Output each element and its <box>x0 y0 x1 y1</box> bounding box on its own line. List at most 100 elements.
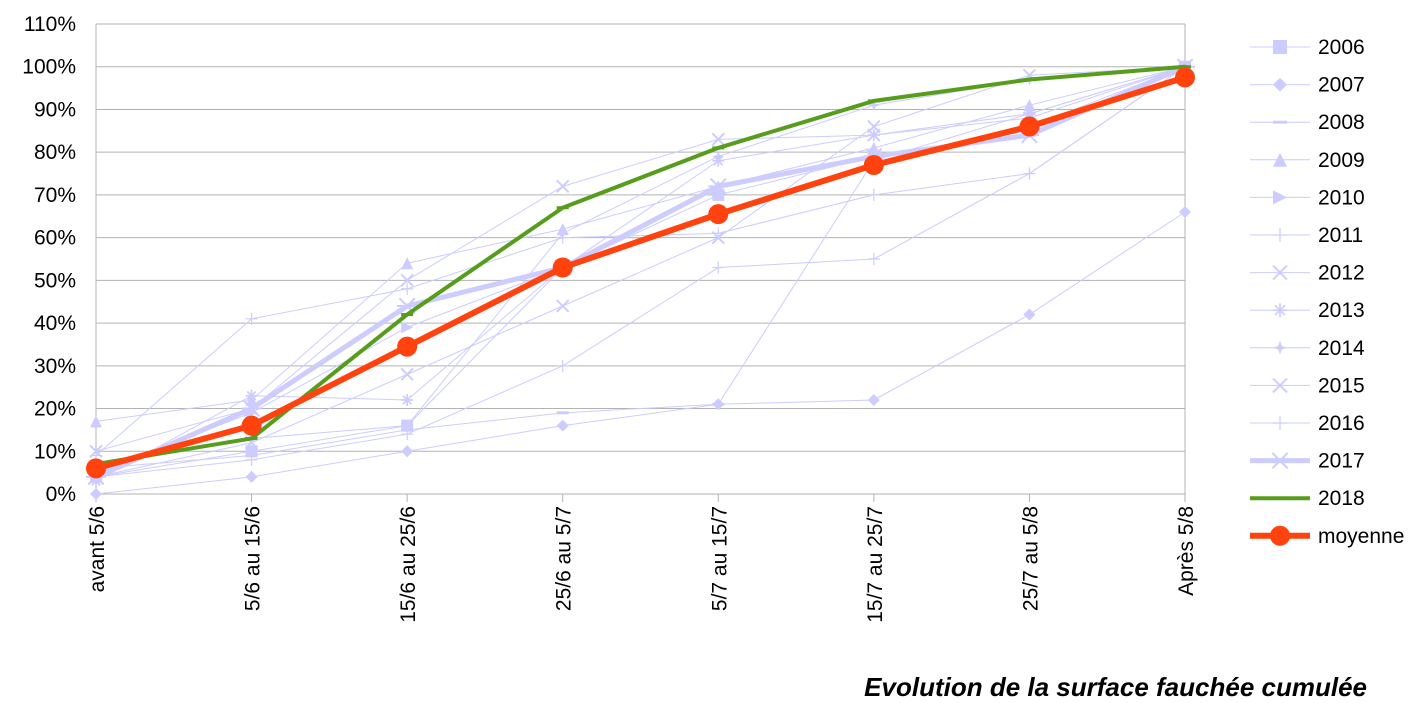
legend-label-2008: 2008 <box>1318 111 1365 134</box>
data-point-2016 <box>245 453 258 466</box>
legend-item-2010: 2010 <box>1250 186 1365 209</box>
x-axis-ticks: avant 5/6 5/6 au 15/6 15/6 au 25/6 25/6 au … <box>86 494 1198 623</box>
data-point-2007 <box>1023 308 1036 321</box>
series-line-moyenne <box>93 74 1188 472</box>
data-point-moyenne <box>708 204 729 225</box>
data-point-2011 <box>401 282 414 295</box>
data-point-2014 <box>712 150 725 163</box>
data-point-2015 <box>89 444 103 458</box>
legend-label-2011: 2011 <box>1318 224 1363 247</box>
series-line-2007 <box>95 211 1186 495</box>
data-point-2015 <box>711 132 725 147</box>
legend-label-2007: 2007 <box>1318 74 1365 97</box>
y-tick-label: 20% <box>34 398 76 421</box>
data-point-2015 <box>867 128 881 142</box>
data-point-2016 <box>712 261 725 274</box>
legend-marker-2015 <box>1272 377 1288 394</box>
data-point-2016 <box>867 253 880 265</box>
data-point-2016 <box>556 359 569 372</box>
legend-marker-2006 <box>1273 40 1287 54</box>
data-point-2013 <box>245 389 258 402</box>
data-point-2007 <box>401 445 414 458</box>
data-point-2014 <box>556 227 569 240</box>
data-point-2010 <box>401 321 414 334</box>
y-tick-label: 30% <box>34 355 76 378</box>
data-point-2013 <box>401 394 414 406</box>
legend-item-2009: 2009 <box>1250 149 1365 172</box>
series-line-2009 <box>95 66 1186 422</box>
series-line-2008 <box>95 66 1186 469</box>
legend-marker-2017 <box>1270 452 1290 469</box>
legend-label-2018: 2018 <box>1318 487 1365 510</box>
chart-caption: Evolution de la surface fauchée cumulée <box>864 672 1367 702</box>
series-line-2011 <box>95 66 1186 457</box>
y-tick-label: 50% <box>34 269 76 292</box>
y-tick-label: 100% <box>22 56 76 79</box>
legend-marker-2009 <box>1273 152 1287 167</box>
data-point-2009 <box>867 141 880 154</box>
y-tick-label: 70% <box>34 184 76 207</box>
legend-item-2015: 2015 <box>1250 374 1365 397</box>
y-tick-label: 110% <box>24 13 76 36</box>
y-tick-label: 60% <box>34 227 76 250</box>
legend-marker-2010 <box>1273 190 1287 205</box>
series-lines <box>86 58 1195 500</box>
data-point-2007 <box>245 470 258 483</box>
legend: 2006 2007 2008 2009 2010 2011 2012 2013 2014 2015… <box>1250 36 1404 548</box>
legend-item-2013: 2013 <box>1250 299 1365 322</box>
y-tick-label: 80% <box>34 141 76 164</box>
y-tick-label: 0% <box>46 483 76 506</box>
data-point-2012 <box>556 299 570 313</box>
series-2018 <box>90 64 1191 467</box>
data-point-moyenne <box>1019 116 1040 137</box>
legend-label-moyenne: moyenne <box>1318 525 1404 548</box>
legend-label-2009: 2009 <box>1318 149 1365 172</box>
data-point-2014 <box>867 99 880 112</box>
data-point-moyenne <box>86 458 106 479</box>
data-point-2015 <box>556 179 570 194</box>
data-point-2007 <box>90 488 102 500</box>
legend-item-2006: 2006 <box>1250 36 1365 59</box>
legend-item-2014: 2014 <box>1250 337 1365 360</box>
data-point-2006 <box>245 445 258 458</box>
series-line-2016 <box>95 66 1186 478</box>
data-point-2007 <box>556 419 569 432</box>
data-point-2011 <box>245 312 258 325</box>
legend-marker-2013 <box>1273 303 1287 318</box>
legend-item-2012: 2012 <box>1250 262 1365 285</box>
x-tick-label: 15/6 au 25/6 <box>397 506 420 623</box>
legend-marker-moyenne <box>1270 525 1290 546</box>
data-point-moyenne <box>397 336 418 357</box>
series-line-2015 <box>95 66 1186 452</box>
data-point-2017 <box>241 400 262 417</box>
legend-item-2016: 2016 <box>1250 412 1365 435</box>
data-point-2009 <box>1023 99 1036 112</box>
x-tick-label: 25/7 au 5/8 <box>1019 506 1042 611</box>
data-point-2011 <box>867 188 880 201</box>
legend-item-2018: 2018 <box>1250 487 1365 510</box>
series-line-2018 <box>94 64 1187 467</box>
y-tick-label: 40% <box>34 312 76 335</box>
data-point-2016 <box>401 428 414 441</box>
grid-lines <box>95 23 1186 495</box>
y-axis-ticks: 0% 10% 20% 30% 40% 50% 60% 70% 80% 90% 100% 110% <box>22 13 76 506</box>
x-tick-label: 25/6 au 5/7 <box>553 506 576 611</box>
data-point-2015 <box>400 273 414 288</box>
data-point-moyenne <box>241 415 262 436</box>
legend-label-2010: 2010 <box>1318 186 1365 209</box>
series-line-2017 <box>93 64 1188 480</box>
data-point-2007 <box>867 394 880 406</box>
y-tick-label: 90% <box>34 98 76 121</box>
legend-marker-2012 <box>1272 264 1288 281</box>
data-point-2014 <box>401 419 414 432</box>
legend-item-2017: 2017 <box>1250 450 1365 473</box>
data-point-2016 <box>1023 167 1036 180</box>
legend-label-2006: 2006 <box>1318 36 1365 59</box>
legend-marker-2016 <box>1273 416 1287 430</box>
data-point-2012 <box>711 230 725 245</box>
legend-label-2013: 2013 <box>1318 299 1365 322</box>
x-tick-label: 15/7 au 25/7 <box>864 506 887 623</box>
data-point-moyenne <box>552 257 573 278</box>
x-tick-label: avant 5/6 <box>86 506 109 592</box>
data-point-2007 <box>1179 206 1191 218</box>
